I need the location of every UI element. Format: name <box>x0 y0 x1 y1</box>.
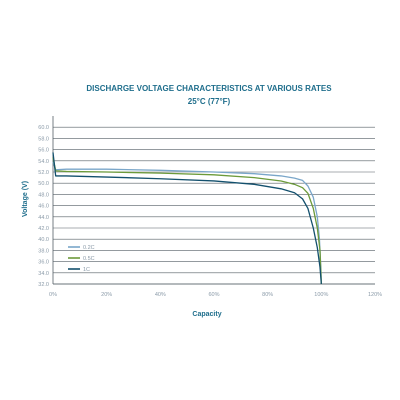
y-tick-label: 56.0 <box>38 148 49 154</box>
legend: 0.2C 0.5C 1C <box>68 245 95 273</box>
legend-label: 0.5C <box>83 256 95 262</box>
x-tick-label: 100% <box>314 292 328 298</box>
x-tick-label: 0% <box>49 292 57 298</box>
y-tick-label: 50.0 <box>38 181 49 187</box>
y-tick-label: 38.0 <box>38 248 49 254</box>
x-tick-label: 60% <box>208 292 219 298</box>
x-tick-label: 20% <box>101 292 112 298</box>
x-axis-label: Capacity <box>192 311 221 318</box>
x-tick-label: 40% <box>155 292 166 298</box>
y-tick-label: 36.0 <box>38 260 49 266</box>
axis-layer: 32.0 34.0 36.0 38.0 40.0 42.0 44.0 46.0 48.0 50.0… <box>38 116 382 298</box>
y-tick-label: 48.0 <box>38 192 49 198</box>
chart-title: DISCHARGE VOLTAGE CHARACTERISTICS AT VAR… <box>86 84 332 93</box>
legend-label: 1C <box>83 267 90 273</box>
series-line-0.5C <box>52 157 322 285</box>
x-tick-label: 120% <box>368 292 382 298</box>
y-tick-label: 60.0 <box>38 125 49 131</box>
chart-subtitle: 25°C (77°F) <box>188 97 231 106</box>
series-layer <box>52 152 322 285</box>
x-tick-label: 80% <box>262 292 273 298</box>
series-line-0.2C <box>52 161 322 283</box>
y-tick-label: 54.0 <box>38 159 49 165</box>
y-axis-label: Voltage (V) <box>22 181 29 217</box>
series-line-1C <box>52 152 322 285</box>
legend-label: 0.2C <box>83 245 95 251</box>
y-tick-label: 52.0 <box>38 170 49 176</box>
y-tick-label: 46.0 <box>38 204 49 210</box>
y-tick-label: 58.0 <box>38 136 49 142</box>
y-tick-label: 34.0 <box>38 271 49 277</box>
y-tick-label: 44.0 <box>38 215 49 221</box>
y-tick-label: 42.0 <box>38 226 49 232</box>
grid-layer <box>53 126 375 285</box>
y-tick-label: 32.0 <box>38 282 49 288</box>
y-tick-label: 40.0 <box>38 237 49 243</box>
